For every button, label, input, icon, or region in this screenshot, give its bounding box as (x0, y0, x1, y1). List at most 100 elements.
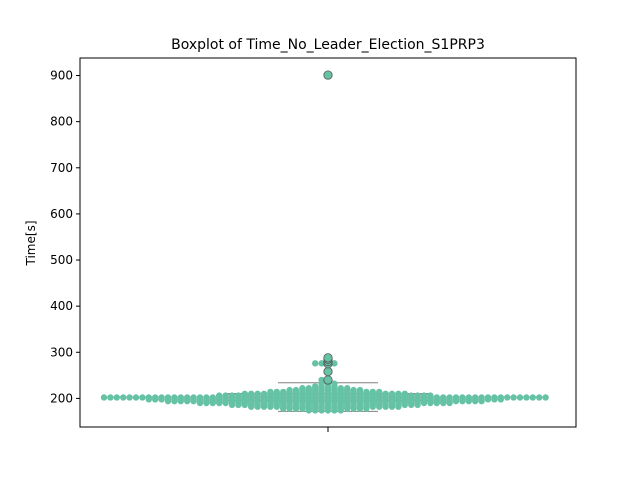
swarm-point (497, 396, 504, 403)
swarm-point (331, 407, 338, 414)
swarm-point (177, 397, 184, 405)
swarm-point (401, 401, 408, 409)
swarm-point (248, 403, 255, 410)
swarm-point (484, 396, 492, 403)
swarm-point (350, 405, 357, 412)
swarm-point (337, 407, 344, 414)
swarm-point (184, 397, 191, 405)
swarm-point (260, 403, 268, 410)
swarm-point (312, 407, 319, 414)
swarm-point (318, 360, 325, 367)
swarm-point (280, 405, 287, 412)
swarm-point (363, 405, 370, 412)
swarm-point (510, 394, 517, 401)
swarm-point (241, 401, 248, 409)
swarm-point (312, 383, 319, 390)
swarm-point (536, 394, 543, 401)
swarm-point (408, 392, 415, 399)
swarm-point (529, 394, 536, 401)
swarm-point (331, 380, 338, 387)
swarm-point (465, 397, 472, 405)
swarm-point (292, 405, 300, 412)
swarm-point (145, 396, 152, 403)
swarm-point (248, 390, 255, 397)
swarm-point (299, 405, 306, 412)
y-tick-label: 700 (50, 161, 73, 175)
swarm-point (369, 403, 376, 410)
outlier-point (323, 375, 333, 385)
swarm-point (414, 401, 421, 409)
outlier-point (323, 367, 333, 377)
y-axis-label: Time[s] (24, 221, 38, 267)
swarm-point (216, 399, 223, 407)
swarm-point (305, 385, 312, 392)
swarm-point (158, 396, 165, 403)
swarm-point (171, 397, 178, 405)
swarm-point (299, 385, 306, 392)
swarm-point (408, 401, 415, 409)
chart-title: Boxplot of Time_No_Leader_Election_S1PRP… (171, 37, 485, 53)
swarm-point (203, 399, 210, 407)
swarm-point (273, 403, 280, 410)
swarm-point (337, 385, 344, 392)
swarm-point (292, 386, 300, 394)
swarm-point (344, 405, 351, 412)
swarm-point (267, 388, 274, 396)
swarm-point (350, 386, 357, 394)
swarm-point (414, 392, 421, 399)
swarm-point (120, 394, 127, 401)
swarm-point (382, 390, 389, 397)
swarm-point (446, 399, 453, 407)
swarm-point (356, 405, 364, 412)
swarm-point (420, 392, 428, 399)
swarm-point (280, 388, 287, 396)
swarm-point (254, 390, 261, 397)
swarm-point (286, 386, 293, 394)
swarm-point (420, 399, 428, 407)
swarm-point (267, 403, 274, 410)
swarm-point (222, 392, 229, 399)
swarm-point (395, 403, 402, 410)
swarm-point (427, 399, 434, 407)
swarm-point (331, 360, 338, 367)
swarm-point (228, 392, 236, 399)
swarm-point (472, 397, 479, 405)
swarm-point (324, 407, 332, 414)
swarm-point (401, 390, 408, 397)
swarm-point (344, 385, 351, 392)
y-tick-label: 400 (50, 299, 73, 313)
swarm-point (388, 403, 396, 410)
swarm-point (318, 376, 325, 384)
y-tick-label: 900 (50, 69, 73, 83)
swarm-point (216, 392, 223, 399)
swarm-point (318, 407, 325, 414)
swarm-point (452, 397, 460, 405)
swarm-point (286, 405, 293, 412)
swarm-point (478, 397, 485, 405)
swarm-point (196, 399, 204, 407)
swarm-point (152, 396, 159, 403)
swarm-point (363, 388, 370, 396)
swarm-point (491, 396, 498, 403)
swarm-point (382, 403, 389, 410)
swarm-point (107, 394, 114, 401)
swarm-point (126, 394, 133, 401)
swarm-point (376, 403, 383, 410)
y-tick-label: 600 (50, 207, 73, 221)
outlier-point (323, 353, 333, 363)
swarm-point (305, 407, 312, 414)
swarm-point (241, 390, 248, 397)
y-tick-label: 800 (50, 115, 73, 129)
swarm-point (504, 394, 511, 401)
swarm-point (440, 399, 447, 407)
swarm-point (376, 388, 383, 396)
swarm-point (164, 397, 172, 405)
swarm-point (395, 390, 402, 397)
y-tick-label: 200 (50, 391, 73, 405)
swarm-point (235, 392, 242, 399)
swarm-point (388, 390, 396, 397)
swarm-point (222, 399, 229, 407)
swarm-point (235, 401, 242, 409)
swarm-point (312, 360, 319, 367)
